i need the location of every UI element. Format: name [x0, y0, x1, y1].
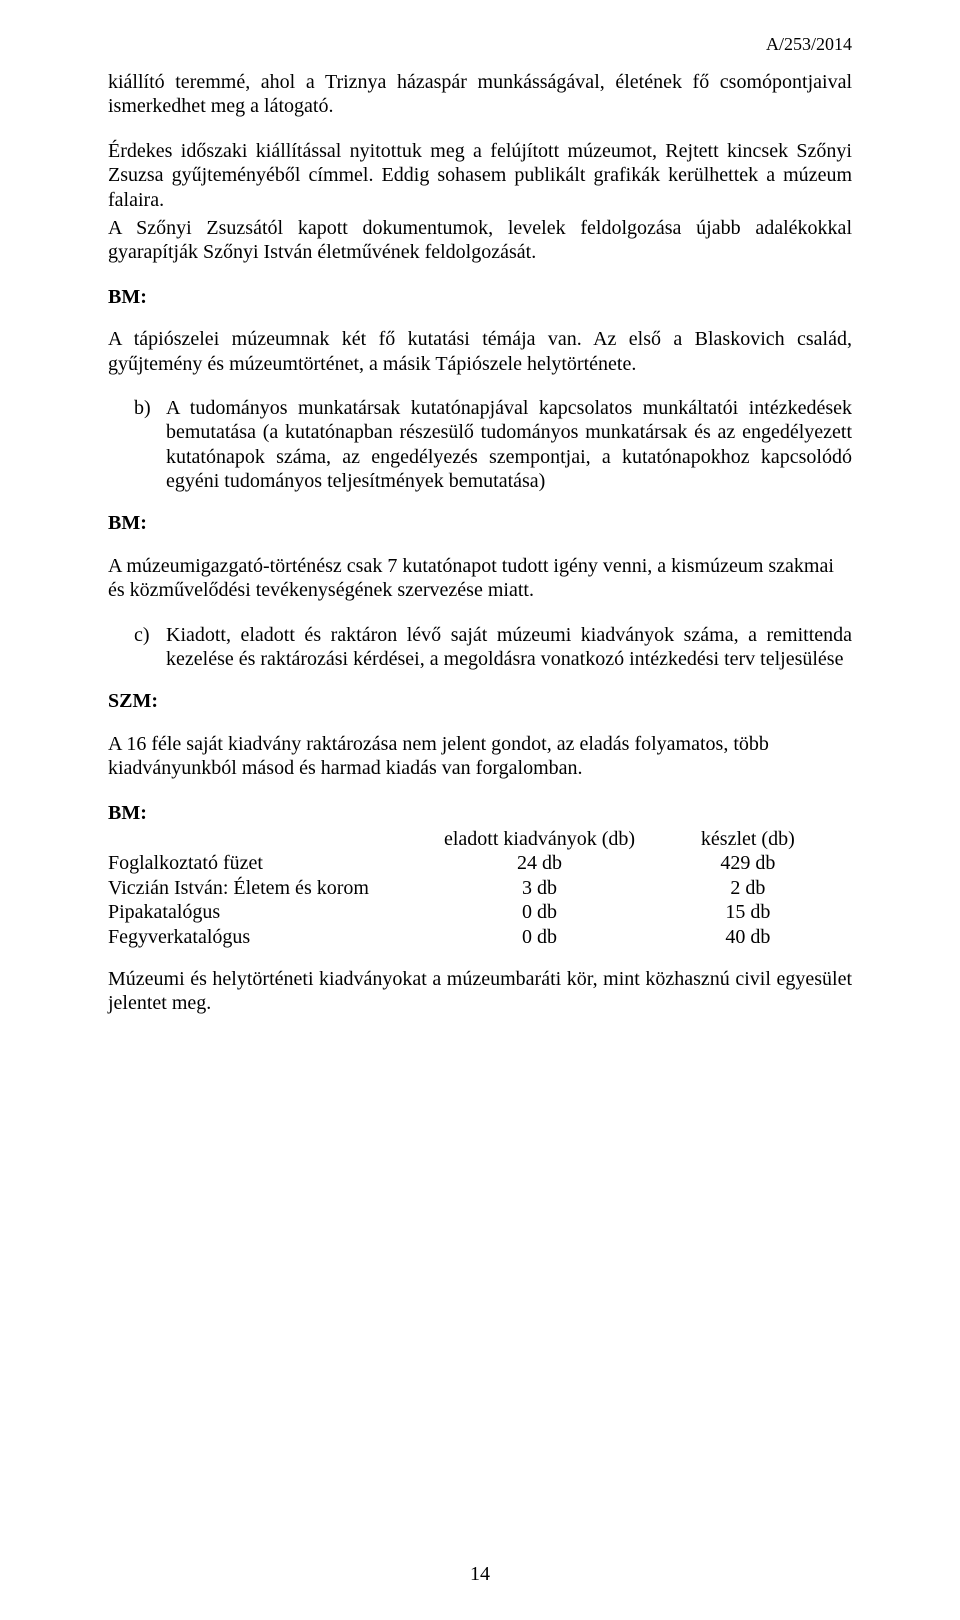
paragraph: A Szőnyi Zsuzsától kapott dokumentumok, … [108, 216, 852, 265]
cell-stock: 15 db [644, 900, 852, 924]
cell-stock: 40 db [644, 925, 852, 949]
table-row: Pipakatalógus 0 db 15 db [108, 900, 852, 924]
cell-stock: 2 db [644, 876, 852, 900]
cell-stock: 429 db [644, 851, 852, 875]
paragraph: A múzeumigazgató-történész csak 7 kutató… [108, 554, 852, 603]
table-row: Fegyverkatalógus 0 db 40 db [108, 925, 852, 949]
table-header-stock: készlet (db) [644, 827, 852, 851]
cell-sold: 24 db [435, 851, 643, 875]
table-header-sold: eladott kiadványok (db) [435, 827, 643, 851]
label-bm: BM: [108, 801, 852, 825]
cell-name: Pipakatalógus [108, 900, 435, 924]
publications-table: eladott kiadványok (db) készlet (db) Fog… [108, 827, 852, 949]
cell-name: Fegyverkatalógus [108, 925, 435, 949]
table-header-row: eladott kiadványok (db) készlet (db) [108, 827, 852, 851]
label-szm: SZM: [108, 689, 852, 713]
list-item-c: c)Kiadott, eladott és raktáron lévő sajá… [108, 623, 852, 672]
document-number: A/253/2014 [766, 34, 852, 55]
label-bm: BM: [108, 511, 852, 535]
cell-name: Viczián István: Életem és korom [108, 876, 435, 900]
paragraph: Múzeumi és helytörténeti kiadványokat a … [108, 967, 852, 1016]
list-text: A tudományos munkatársak kutatónapjával … [166, 397, 852, 492]
cell-sold: 3 db [435, 876, 643, 900]
cell-name: Foglalkoztató füzet [108, 851, 435, 875]
label-bm: BM: [108, 285, 852, 309]
table-row: Viczián István: Életem és korom 3 db 2 d… [108, 876, 852, 900]
paragraph: A tápiószelei múzeumnak két fő kutatási … [108, 327, 852, 376]
cell-sold: 0 db [435, 900, 643, 924]
paragraph: kiállító teremmé, ahol a Triznya házaspá… [108, 70, 852, 119]
list-marker: b) [134, 396, 166, 420]
page-number: 14 [0, 1563, 960, 1586]
paragraph: Érdekes időszaki kiállítással nyitottuk … [108, 139, 852, 212]
list-item-b: b)A tudományos munkatársak kutatónapjáva… [108, 396, 852, 494]
list-text: Kiadott, eladott és raktáron lévő saját … [166, 624, 852, 670]
page-container: A/253/2014 kiállító teremmé, ahol a Triz… [0, 0, 960, 1620]
body-text: kiállító teremmé, ahol a Triznya házaspá… [108, 70, 852, 1016]
cell-sold: 0 db [435, 925, 643, 949]
paragraph: A 16 féle saját kiadvány raktározása nem… [108, 732, 852, 781]
table-row: Foglalkoztató füzet 24 db 429 db [108, 851, 852, 875]
list-marker: c) [134, 623, 166, 647]
